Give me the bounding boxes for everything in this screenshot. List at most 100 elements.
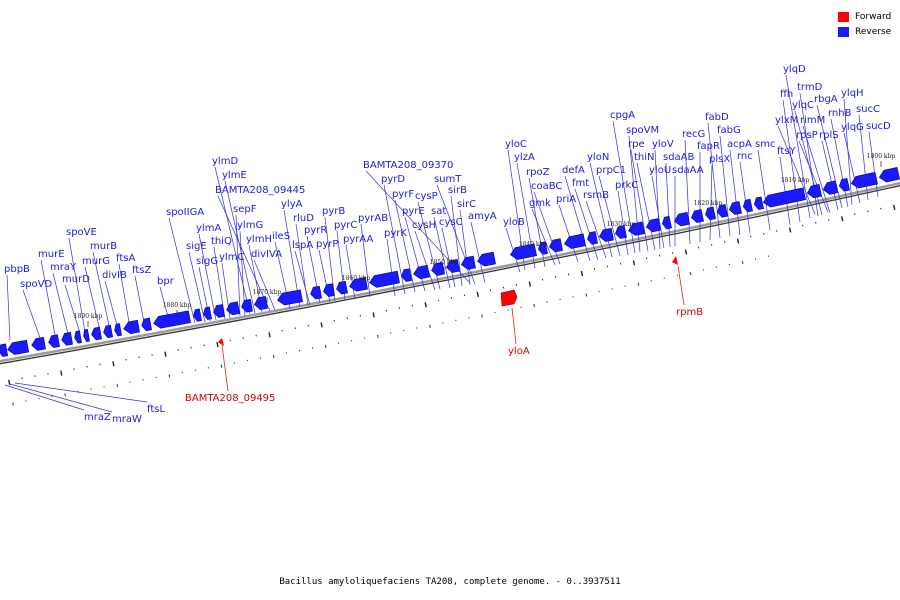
reverse-gene-arrow xyxy=(878,167,900,183)
reverse-gene-arrow xyxy=(587,231,598,245)
reverse-gene-arrow xyxy=(123,319,140,335)
gene-label: cysH xyxy=(412,220,436,231)
outer-tick xyxy=(476,291,479,298)
reverse-gene-arrow xyxy=(563,233,586,249)
outer-tick xyxy=(741,261,744,265)
label-leader xyxy=(386,238,396,297)
gene-label: rnc xyxy=(737,151,753,162)
outer-tick xyxy=(684,249,688,255)
gene-label: sucD xyxy=(866,121,891,132)
gene-label: thiQ xyxy=(211,236,232,247)
label-leader xyxy=(630,149,649,252)
outer-tick xyxy=(585,293,588,297)
gene-label: ftsA xyxy=(116,253,135,264)
gene-label: pyrB xyxy=(322,206,345,217)
label-leader xyxy=(707,122,721,239)
reverse-gene-arrow xyxy=(674,212,690,227)
label-leader xyxy=(574,188,599,261)
forward-label-leader xyxy=(511,307,517,345)
reverse-gene-arrow xyxy=(74,330,82,344)
gene-label: sigG xyxy=(196,256,218,267)
reverse-gene-arrow xyxy=(103,324,113,339)
label-leaders xyxy=(4,74,879,413)
label-leader xyxy=(739,161,751,234)
gene-label: murB xyxy=(90,241,117,252)
gene-label: sumT xyxy=(434,174,462,185)
forward-gene-label: yloA xyxy=(508,346,530,357)
label-leader xyxy=(843,132,861,204)
gene-labels: 1800 kbp 1810 kbp 1820 kbp 1830 kbp 1840 kbp… xyxy=(4,64,895,425)
gene-label: sepF xyxy=(233,204,257,215)
gene-label: divIB xyxy=(102,270,127,281)
gene-label: ylqD xyxy=(783,64,806,75)
label-leader xyxy=(22,289,41,339)
reverse-gene-arrow xyxy=(7,339,30,355)
outer-tick xyxy=(320,322,323,328)
label-leader xyxy=(92,251,111,331)
gene-label: fabG xyxy=(717,125,741,136)
gene-label: lspA xyxy=(292,240,313,251)
label-leader xyxy=(651,175,665,249)
gene-label: ylyA xyxy=(281,199,303,210)
legend-forward: Forward xyxy=(838,9,891,24)
reverse-gene-arrow xyxy=(193,308,202,322)
reverse-gene-arrow xyxy=(838,177,850,192)
label-leader xyxy=(558,204,579,263)
gene-label: ylqC xyxy=(792,100,814,111)
reverse-gene-arrow xyxy=(509,243,537,260)
gene-label: ylmG xyxy=(237,220,263,231)
outer-tick xyxy=(216,342,219,348)
label-leader xyxy=(4,384,85,411)
gene-label: rluD xyxy=(293,213,314,224)
gene-label: yloC xyxy=(505,139,527,150)
gene-label: spoIIGA xyxy=(166,207,204,218)
label-leader xyxy=(84,266,101,332)
reverse-gene-arrow xyxy=(323,283,335,297)
gene-label: sucC xyxy=(856,104,880,115)
reverse-gene-arrow xyxy=(662,215,672,230)
gene-label: ylqH xyxy=(841,88,864,99)
scale-label: 1850 kbp xyxy=(430,259,459,266)
outer-tick xyxy=(377,334,379,339)
reverse-gene-arrow xyxy=(153,310,191,329)
gene-label: sirC xyxy=(457,199,476,210)
outer-tick xyxy=(637,282,640,286)
gene-label: pyrK xyxy=(384,228,407,239)
reverse-gene-arrow xyxy=(446,258,460,273)
label-leader xyxy=(505,227,521,273)
outer-tick xyxy=(116,383,119,387)
label-leader xyxy=(6,274,11,341)
outer-tick xyxy=(220,364,223,368)
label-leader xyxy=(585,200,607,259)
label-leader xyxy=(394,199,416,293)
gene-label: pyrP xyxy=(316,239,338,250)
reverse-gene-arrow xyxy=(476,251,496,267)
reverse-gene-arrow xyxy=(401,268,412,282)
label-leader xyxy=(168,217,196,324)
label-leader xyxy=(779,156,791,226)
outer-tick xyxy=(632,260,636,266)
reverse-gene-arrow xyxy=(822,180,838,195)
gene-label: divIVA xyxy=(251,249,282,260)
gene-label: sat xyxy=(431,206,446,217)
reverse-swatch xyxy=(838,26,849,37)
outer-tick xyxy=(272,354,275,359)
axis-line-shadow xyxy=(0,185,900,365)
forward-gene-arrow xyxy=(218,338,224,346)
gene-label: pyrD xyxy=(381,174,405,185)
gene-label: thiN xyxy=(634,152,655,163)
reverse-gene-arrow xyxy=(627,221,645,236)
gene-label: gmk xyxy=(529,198,551,209)
reverse-gene-arrow xyxy=(141,317,152,332)
outer-tick xyxy=(372,312,375,318)
gene-label: ylmH xyxy=(246,234,272,245)
gene-label: plsX xyxy=(709,154,730,165)
label-leader xyxy=(134,275,146,328)
label-leader xyxy=(802,125,831,214)
scale-ticks xyxy=(8,161,896,406)
gene-label: ylqG xyxy=(841,122,864,133)
label-leader xyxy=(598,175,621,257)
gene-label: yloV xyxy=(652,139,674,150)
forward-gene-arrow xyxy=(500,289,518,307)
